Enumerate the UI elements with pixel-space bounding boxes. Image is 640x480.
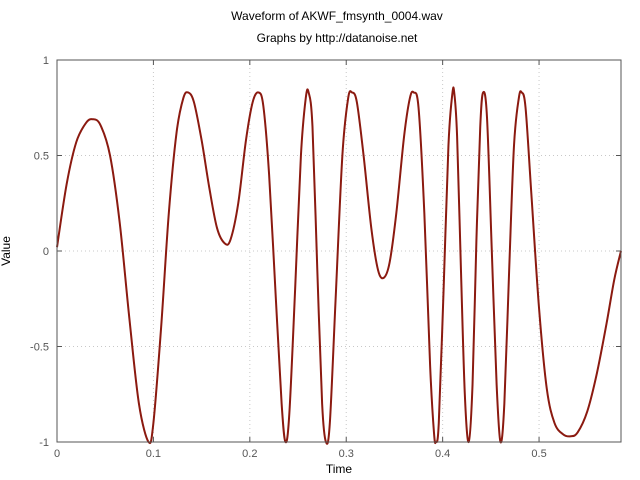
series-layer — [56, 86, 622, 445]
axis-ticks: 0 0.1 0.2 0.3 0.4 0.5 1 0.5 0 -0.5 -1 — [30, 55, 621, 460]
y-tick-label: 0.5 — [34, 151, 49, 163]
x-tick-label: 0.2 — [242, 448, 257, 460]
x-tick-label: 0 — [54, 448, 60, 460]
x-tick-label: 0.3 — [339, 448, 354, 460]
y-tick-label: -1 — [39, 437, 49, 449]
y-tick-label: -0.5 — [30, 342, 49, 354]
waveform-line — [56, 86, 622, 445]
x-tick-label: 0.4 — [435, 448, 450, 460]
plot-frame — [56, 59, 622, 443]
x-tick-label: 0.1 — [146, 448, 161, 460]
y-axis-label: Value — [0, 236, 13, 266]
y-tick-label: 0 — [43, 246, 49, 258]
y-tick-label: 1 — [43, 55, 49, 67]
chart-subtitle: Graphs by http://datanoise.net — [257, 31, 418, 45]
x-axis-label: Time — [326, 462, 353, 476]
grid-lines — [57, 60, 621, 442]
chart-title: Waveform of AKWF_fmsynth_0004.wav — [231, 9, 443, 23]
x-tick-label: 0.5 — [531, 448, 546, 460]
